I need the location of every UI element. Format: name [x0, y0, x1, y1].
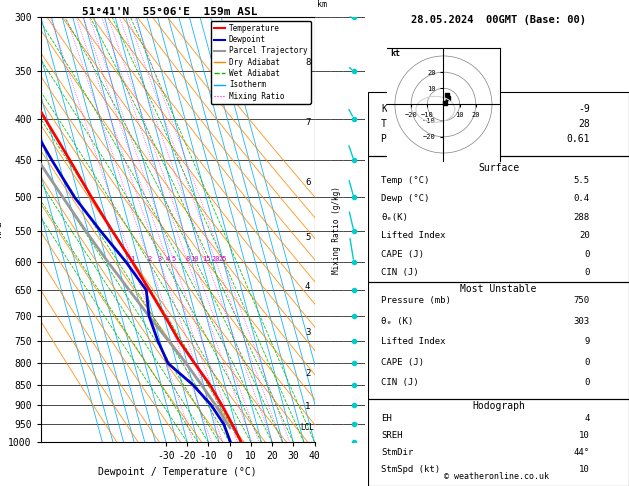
Text: Most Unstable: Most Unstable [460, 284, 537, 295]
Text: 10: 10 [579, 465, 590, 474]
Text: 8: 8 [186, 256, 190, 262]
Text: StmDir: StmDir [381, 448, 413, 457]
Bar [368, 156, 629, 282]
Text: 0: 0 [584, 268, 590, 278]
Text: 288: 288 [574, 213, 590, 222]
Text: 28.05.2024  00GMT (Base: 00): 28.05.2024 00GMT (Base: 00) [411, 15, 586, 25]
Text: Hodograph: Hodograph [472, 401, 525, 411]
Text: 44°: 44° [574, 448, 590, 457]
Text: 28: 28 [578, 119, 590, 129]
Text: StmSpd (kt): StmSpd (kt) [381, 465, 440, 474]
Text: 0: 0 [584, 378, 590, 387]
Text: K: K [381, 104, 387, 115]
Y-axis label: hPa: hPa [0, 221, 3, 239]
Text: 51°41'N  55°06'E  159m ASL: 51°41'N 55°06'E 159m ASL [82, 7, 258, 17]
Text: Pressure (mb): Pressure (mb) [381, 296, 451, 306]
Text: 20: 20 [579, 231, 590, 241]
Text: Surface: Surface [478, 163, 519, 173]
Text: SREH: SREH [381, 431, 403, 440]
Text: 3: 3 [158, 256, 162, 262]
Text: 0.61: 0.61 [566, 134, 590, 144]
Text: 0.4: 0.4 [574, 194, 590, 204]
Text: 4: 4 [584, 414, 590, 423]
Text: 5: 5 [172, 256, 176, 262]
Text: 750: 750 [574, 296, 590, 306]
Text: 4: 4 [165, 256, 170, 262]
Text: 1: 1 [130, 256, 134, 262]
Text: -9: -9 [578, 104, 590, 115]
Text: Mixing Ratio (g/kg): Mixing Ratio (g/kg) [332, 186, 341, 274]
Text: PW (cm): PW (cm) [381, 134, 422, 144]
Text: 0: 0 [584, 250, 590, 259]
Text: kt: kt [390, 49, 400, 58]
Text: 0: 0 [584, 358, 590, 367]
Text: CAPE (J): CAPE (J) [381, 358, 424, 367]
Text: CAPE (J): CAPE (J) [381, 250, 424, 259]
Text: 2: 2 [147, 256, 152, 262]
Text: Lifted Index: Lifted Index [381, 231, 445, 241]
Text: Temp (°C): Temp (°C) [381, 176, 430, 185]
Text: CIN (J): CIN (J) [381, 378, 419, 387]
Text: Lifted Index: Lifted Index [381, 337, 445, 347]
Text: EH: EH [381, 414, 392, 423]
Text: 10: 10 [579, 431, 590, 440]
Text: 303: 303 [574, 317, 590, 326]
Text: θₑ (K): θₑ (K) [381, 317, 413, 326]
Text: 10: 10 [190, 256, 199, 262]
Bar [368, 92, 629, 156]
Text: CIN (J): CIN (J) [381, 268, 419, 278]
Text: 15: 15 [203, 256, 211, 262]
Text: 25: 25 [219, 256, 228, 262]
Bar [368, 282, 629, 399]
Text: θₑ(K): θₑ(K) [381, 213, 408, 222]
Text: © weatheronline.co.uk: © weatheronline.co.uk [445, 472, 549, 481]
X-axis label: Dewpoint / Temperature (°C): Dewpoint / Temperature (°C) [98, 467, 257, 477]
Text: Dewp (°C): Dewp (°C) [381, 194, 430, 204]
Text: 20: 20 [212, 256, 220, 262]
Legend: Temperature, Dewpoint, Parcel Trajectory, Dry Adiabat, Wet Adiabat, Isotherm, Mi: Temperature, Dewpoint, Parcel Trajectory… [211, 21, 311, 104]
Text: 9: 9 [584, 337, 590, 347]
Bar [368, 399, 629, 486]
Text: Totals Totals: Totals Totals [381, 119, 457, 129]
Text: LCL: LCL [300, 423, 314, 433]
Text: km: km [318, 0, 327, 8]
Text: 5.5: 5.5 [574, 176, 590, 185]
